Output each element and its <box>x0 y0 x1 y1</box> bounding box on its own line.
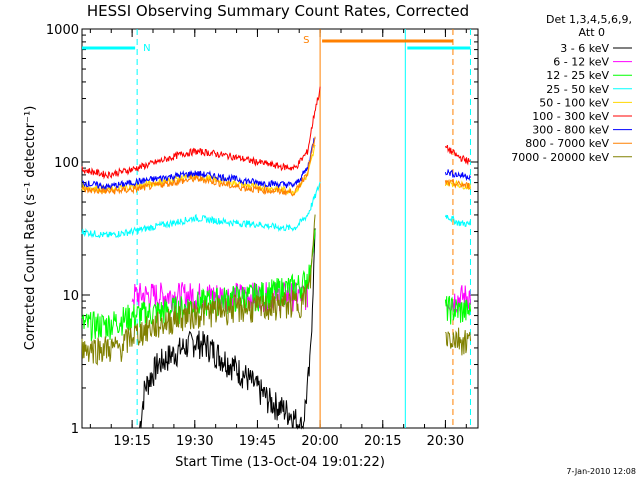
series-line <box>81 86 321 180</box>
y-tick-label: 1 <box>71 422 79 437</box>
series-line <box>139 228 316 430</box>
legend-label: 800 - 7000 keV <box>525 137 609 150</box>
axis-ticks: 19:15 19:30 19:45 20:00 20:15 20:30 1 10 100 1000 <box>46 23 478 449</box>
legend-label: 6 - 12 keV <box>553 56 609 69</box>
x-tick-label: 19:45 <box>239 434 276 449</box>
series-line <box>81 229 316 342</box>
series-line <box>444 295 471 325</box>
legend-label: 12 - 25 keV <box>546 69 609 82</box>
legend-header-1: Det 1,3,4,5,6,9, <box>546 13 632 26</box>
legend-label: 25 - 50 keV <box>546 83 609 96</box>
attenuator-lines: NS <box>82 29 471 428</box>
series-line <box>444 169 471 182</box>
series-line <box>445 327 471 356</box>
series-line <box>81 181 321 239</box>
y-axis-label: Corrected Count Rate (s⁻¹ detector⁻¹) <box>23 106 38 351</box>
x-tick-label: 19:15 <box>113 434 150 449</box>
x-tick-label: 20:00 <box>301 434 338 449</box>
plot-frame <box>81 28 479 429</box>
x-tick-label: 19:30 <box>176 434 213 449</box>
y-tick-label: 100 <box>54 156 79 171</box>
legend-label: 7000 - 20000 keV <box>511 151 609 164</box>
x-tick-label: 20:15 <box>364 434 401 449</box>
annotation-label: N <box>143 43 150 54</box>
footer-date: 7-Jan-2010 12:08 <box>566 467 636 476</box>
series-line <box>81 136 316 197</box>
legend-label: 50 - 100 keV <box>539 96 609 109</box>
series-group <box>81 86 471 430</box>
annotation-label: S <box>303 35 309 46</box>
series-line <box>82 137 316 191</box>
series-line <box>444 144 471 166</box>
x-axis-label: Start Time (13-Oct-04 19:01:22) <box>175 455 385 470</box>
y-tick-label: 10 <box>62 289 79 304</box>
legend-label: 3 - 6 keV <box>560 42 609 55</box>
series-line <box>444 178 471 190</box>
series-line <box>444 214 471 227</box>
legend-header-2: Att 0 <box>579 26 605 39</box>
chart-title: HESSI Observing Summary Count Rates, Cor… <box>87 2 469 20</box>
y-tick-label: 1000 <box>46 23 79 38</box>
legend-label: 100 - 300 keV <box>532 110 609 123</box>
legend-label: 300 - 800 keV <box>532 124 609 137</box>
x-tick-label: 20:30 <box>427 434 464 449</box>
series-line <box>81 214 316 366</box>
